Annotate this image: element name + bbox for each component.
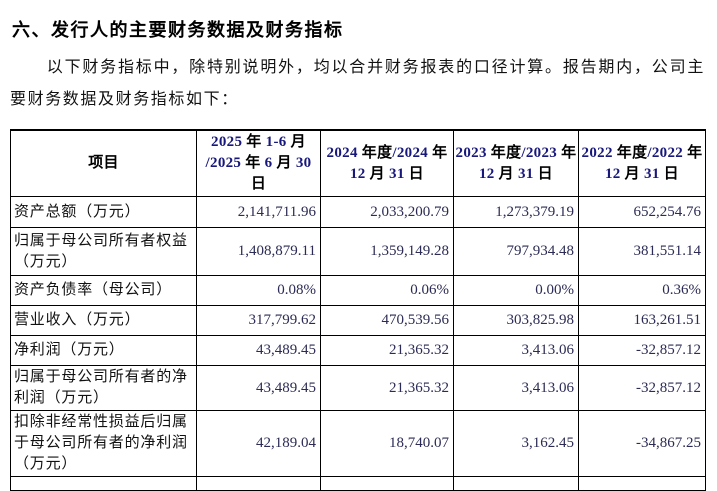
cell-value: 0.08% xyxy=(196,275,321,306)
table-row-parent-net-profit: 归属于母公司所有者的净 利润（万元） 43,489.45 21,365.32 3… xyxy=(10,365,706,411)
cell-value: 43,489.45 xyxy=(196,365,321,411)
cell-value: 3,162.45 xyxy=(453,410,579,477)
intro-paragraph: 以下财务指标中，除特别说明外，均以合并财务报表的口径计算。报告期内，公司主要财务… xyxy=(10,59,705,108)
table-row-debt-ratio: 资产负债率（母公司） 0.08% 0.06% 0.00% 0.36% xyxy=(10,275,706,306)
cell-value xyxy=(320,476,454,491)
cell-value: 3,413.06 xyxy=(453,335,579,366)
cell-value: 1,273,379.19 xyxy=(453,196,579,228)
cell-value: 163,261.51 xyxy=(578,305,706,336)
document-page: 六、发行人的主要财务数据及财务指标 以下财务指标中，除特别说明外，均以合并财务报… xyxy=(0,19,717,491)
cell-value: 2,141,711.96 xyxy=(196,196,321,228)
cell-value: 21,365.32 xyxy=(320,335,454,366)
cell-value: 0.00% xyxy=(453,275,579,306)
section-title: 六、发行人的主要财务数据及财务指标 xyxy=(12,20,344,40)
row-label xyxy=(10,476,197,491)
row-label: 资产总额（万元） xyxy=(10,196,197,228)
table-row-parent-equity: 归属于母公司所有者权益 （万元） 1,408,879.11 1,359,149.… xyxy=(10,227,706,276)
cell-value: 1,408,879.11 xyxy=(196,227,321,276)
col-header-2023: 2023 年度/2023 年 12 月 31 日 xyxy=(453,129,579,197)
cell-value: 0.36% xyxy=(578,275,706,306)
cell-value: -34,867.25 xyxy=(578,410,706,477)
col-header-2022: 2022 年度/2022 年 12 月 31 日 xyxy=(578,129,706,197)
table-row-net-profit: 净利润（万元） 43,489.45 21,365.32 3,413.06 -32… xyxy=(10,335,706,366)
row-label: 归属于母公司所有者权益 （万元） xyxy=(10,227,197,276)
table-header-row: 项目 2025 年 1-6 月 /2025 年 6 月 30 日 2024 年度… xyxy=(10,129,706,197)
col-header-2024: 2024 年度/2024 年 12 月 31 日 xyxy=(320,129,454,197)
row-label: 营业收入（万元） xyxy=(10,305,197,336)
cell-value: 2,033,200.79 xyxy=(320,196,454,228)
table-row-deducted-net-profit: 扣除非经常性损益后归属 于母公司所有者的净利润 （万元） 42,189.04 1… xyxy=(10,410,706,477)
col-header-item: 项目 xyxy=(10,129,197,197)
cell-value: -32,857.12 xyxy=(578,335,706,366)
cell-value: 1,359,149.28 xyxy=(320,227,454,276)
cell-value: 652,254.76 xyxy=(578,196,706,228)
cell-value: 303,825.98 xyxy=(453,305,579,336)
financial-data-table: 项目 2025 年 1-6 月 /2025 年 6 月 30 日 2024 年度… xyxy=(10,129,706,491)
cell-value xyxy=(578,476,706,491)
col-header-2025h1: 2025 年 1-6 月 /2025 年 6 月 30 日 xyxy=(196,129,321,197)
cell-value xyxy=(196,476,321,491)
cell-value: 797,934.48 xyxy=(453,227,579,276)
row-label: 归属于母公司所有者的净 利润（万元） xyxy=(10,365,197,411)
table-row-revenue: 营业收入（万元） 317,799.62 470,539.56 303,825.9… xyxy=(10,305,706,336)
cell-value: -32,857.12 xyxy=(578,365,706,411)
row-label: 资产负债率（母公司） xyxy=(10,275,197,306)
table-header: 项目 2025 年 1-6 月 /2025 年 6 月 30 日 2024 年度… xyxy=(10,129,706,197)
row-label: 净利润（万元） xyxy=(10,335,197,366)
cell-value: 381,551.14 xyxy=(578,227,706,276)
cell-value: 18,740.07 xyxy=(320,410,454,477)
table-row-total-assets: 资产总额（万元） 2,141,711.96 2,033,200.79 1,273… xyxy=(10,196,706,228)
cell-value: 21,365.32 xyxy=(320,365,454,411)
table-row-clipped xyxy=(10,476,706,491)
cell-value xyxy=(453,476,579,491)
cell-value: 470,539.56 xyxy=(320,305,454,336)
cell-value: 3,413.06 xyxy=(453,365,579,411)
cell-value: 0.06% xyxy=(320,275,454,306)
cell-value: 42,189.04 xyxy=(196,410,321,477)
cell-value: 43,489.45 xyxy=(196,335,321,366)
table-body: 资产总额（万元） 2,141,711.96 2,033,200.79 1,273… xyxy=(10,196,706,491)
row-label: 扣除非经常性损益后归属 于母公司所有者的净利润 （万元） xyxy=(10,410,197,477)
cell-value: 317,799.62 xyxy=(196,305,321,336)
